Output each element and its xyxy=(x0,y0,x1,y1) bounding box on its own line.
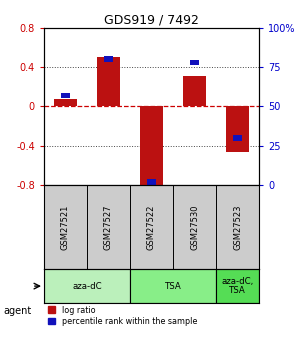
Bar xyxy=(147,179,156,185)
Text: GSM27527: GSM27527 xyxy=(104,204,113,250)
Bar xyxy=(233,135,242,140)
Bar xyxy=(104,56,113,62)
Bar xyxy=(190,60,199,65)
Bar xyxy=(216,269,259,303)
Legend: log ratio, percentile rank within the sample: log ratio, percentile rank within the sa… xyxy=(48,306,197,326)
Bar xyxy=(130,269,216,303)
Text: GSM27523: GSM27523 xyxy=(233,204,242,250)
Text: GSM27522: GSM27522 xyxy=(147,204,156,250)
Bar xyxy=(140,106,163,187)
Text: TSA: TSA xyxy=(165,282,181,290)
Text: GSM27521: GSM27521 xyxy=(61,204,70,250)
Text: agent: agent xyxy=(3,306,31,316)
Bar xyxy=(183,76,206,106)
Text: aza-dC: aza-dC xyxy=(72,282,102,290)
Bar xyxy=(226,106,249,151)
Bar xyxy=(54,99,77,106)
Bar xyxy=(61,92,70,98)
Title: GDS919 / 7492: GDS919 / 7492 xyxy=(104,13,199,27)
Text: aza-dC,
TSA: aza-dC, TSA xyxy=(221,277,254,295)
Bar xyxy=(44,269,130,303)
Bar xyxy=(97,57,120,106)
Text: GSM27530: GSM27530 xyxy=(190,204,199,250)
